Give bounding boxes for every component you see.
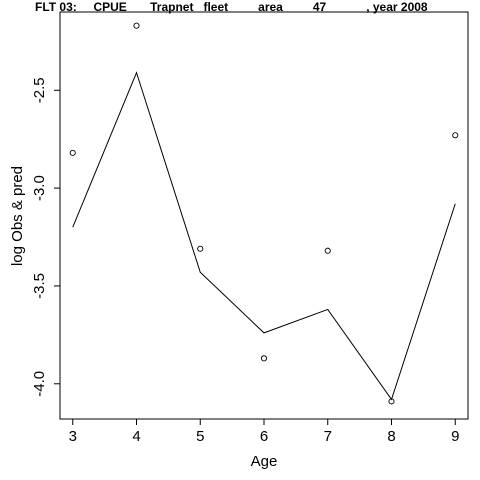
y-tick-label: -2.5 [31, 77, 48, 103]
plot-frame [59, 11, 469, 420]
y-tick-label: -4.0 [31, 371, 48, 397]
chart-title: FLT 03: CPUE Trapnet fleet area 47 , yea… [35, 0, 428, 14]
series-layer [69, 22, 459, 405]
x-tick-label: 7 [324, 428, 332, 445]
y-axis-title: log Obs & pred [9, 166, 26, 266]
observed-point [260, 355, 268, 362]
x-axis: 3 4 5 6 7 8 9 [69, 419, 459, 445]
x-tick-label: 4 [132, 428, 140, 445]
predicted-line [72, 71, 456, 401]
y-axis: -2.5 -3.0 -3.5 -4.0 [31, 77, 60, 397]
observed-point [133, 22, 140, 29]
observed-point [452, 132, 459, 139]
x-tick-label: 5 [196, 428, 204, 445]
observed-point [69, 149, 76, 156]
x-axis-title: Age [251, 453, 278, 470]
x-tick-label: 6 [260, 428, 268, 445]
x-tick-label: 8 [387, 428, 395, 445]
x-tick-label: 3 [69, 428, 77, 445]
observed-point [197, 245, 204, 252]
y-tick-label: -3.0 [31, 175, 48, 201]
y-tick-label: -3.5 [31, 273, 48, 299]
observed-point [324, 247, 331, 254]
x-tick-label: 9 [451, 428, 459, 445]
